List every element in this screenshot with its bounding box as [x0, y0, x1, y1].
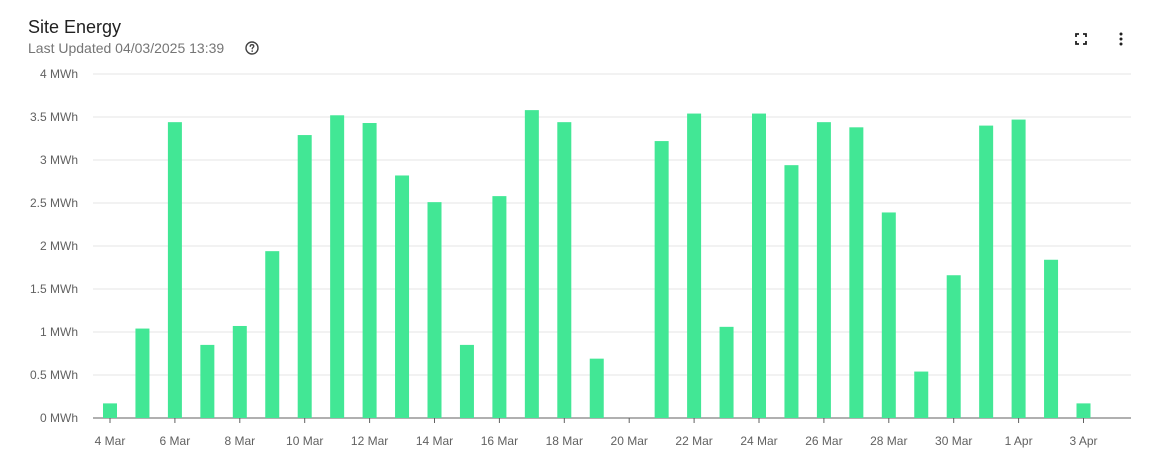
bar-10-mar[interactable] [297, 135, 312, 418]
bar-11-mar[interactable] [330, 115, 345, 418]
x-tick-label: 3 Apr [1069, 434, 1097, 448]
bar-22-mar[interactable] [687, 113, 702, 418]
more-vert-icon [1119, 32, 1123, 46]
y-tick-label: 2 MWh [40, 239, 78, 253]
bar-2-apr[interactable] [1044, 259, 1059, 418]
more-options-button[interactable] [1112, 30, 1130, 48]
bar-14-mar[interactable] [427, 202, 442, 418]
bar-30-mar[interactable] [946, 275, 961, 418]
bar-29-mar[interactable] [914, 371, 929, 418]
bar-3-apr[interactable] [1076, 403, 1091, 418]
y-tick-label: 0.5 MWh [30, 368, 78, 382]
bar-21-mar[interactable] [654, 141, 669, 418]
y-tick-label: 2.5 MWh [30, 196, 78, 210]
y-tick-label: 3 MWh [40, 153, 78, 167]
y-tick-label: 1 MWh [40, 325, 78, 339]
bar-7-mar[interactable] [200, 344, 215, 418]
bar-13-mar[interactable] [395, 175, 410, 418]
bar-12-mar[interactable] [362, 123, 377, 419]
x-tick-label: 4 Mar [95, 434, 126, 448]
last-updated-text: Last Updated 04/03/2025 13:39 [28, 40, 225, 56]
bar-5-mar[interactable] [135, 328, 150, 418]
bar-24-mar[interactable] [752, 113, 766, 418]
bar-31-mar[interactable] [979, 125, 994, 418]
bar-17-mar[interactable] [524, 110, 539, 419]
bar-26-mar[interactable] [816, 122, 831, 418]
bar-27-mar[interactable] [849, 127, 864, 418]
bar-15-mar[interactable] [459, 344, 474, 418]
bar-18-mar[interactable] [557, 122, 572, 418]
x-tick-label: 24 Mar [740, 434, 777, 448]
bar-23-mar[interactable] [719, 326, 734, 418]
x-tick-label: 6 Mar [160, 434, 191, 448]
bar-25-mar[interactable] [784, 165, 799, 418]
x-tick-label: 8 Mar [224, 434, 255, 448]
bar-9-mar[interactable] [265, 251, 280, 418]
bar-19-mar[interactable] [589, 358, 604, 418]
bar-8-mar[interactable] [232, 325, 247, 418]
x-tick-label: 12 Mar [351, 434, 388, 448]
bar-4-mar[interactable] [103, 403, 117, 418]
y-tick-label: 4 MWh [40, 67, 78, 81]
fullscreen-icon [1075, 33, 1087, 45]
x-tick-label: 18 Mar [546, 434, 583, 448]
fullscreen-button[interactable] [1072, 30, 1090, 48]
x-tick-label: 16 Mar [481, 434, 518, 448]
bar-16-mar[interactable] [492, 196, 507, 418]
x-tick-label: 14 Mar [416, 434, 453, 448]
bar-6-mar[interactable] [167, 122, 182, 418]
x-tick-label: 30 Mar [935, 434, 972, 448]
help-icon[interactable] [245, 41, 259, 55]
bar-28-mar[interactable] [881, 212, 896, 418]
x-tick-label: 10 Mar [286, 434, 323, 448]
x-tick-label: 26 Mar [805, 434, 842, 448]
y-tick-label: 0 MWh [40, 411, 78, 425]
y-tick-label: 3.5 MWh [30, 110, 78, 124]
x-tick-label: 28 Mar [870, 434, 907, 448]
x-tick-label: 20 Mar [611, 434, 648, 448]
x-tick-label: 22 Mar [675, 434, 712, 448]
bar-1-apr[interactable] [1011, 119, 1026, 418]
y-tick-label: 1.5 MWh [30, 282, 78, 296]
chart-title: Site Energy [28, 17, 122, 37]
x-tick-label: 1 Apr [1005, 434, 1033, 448]
